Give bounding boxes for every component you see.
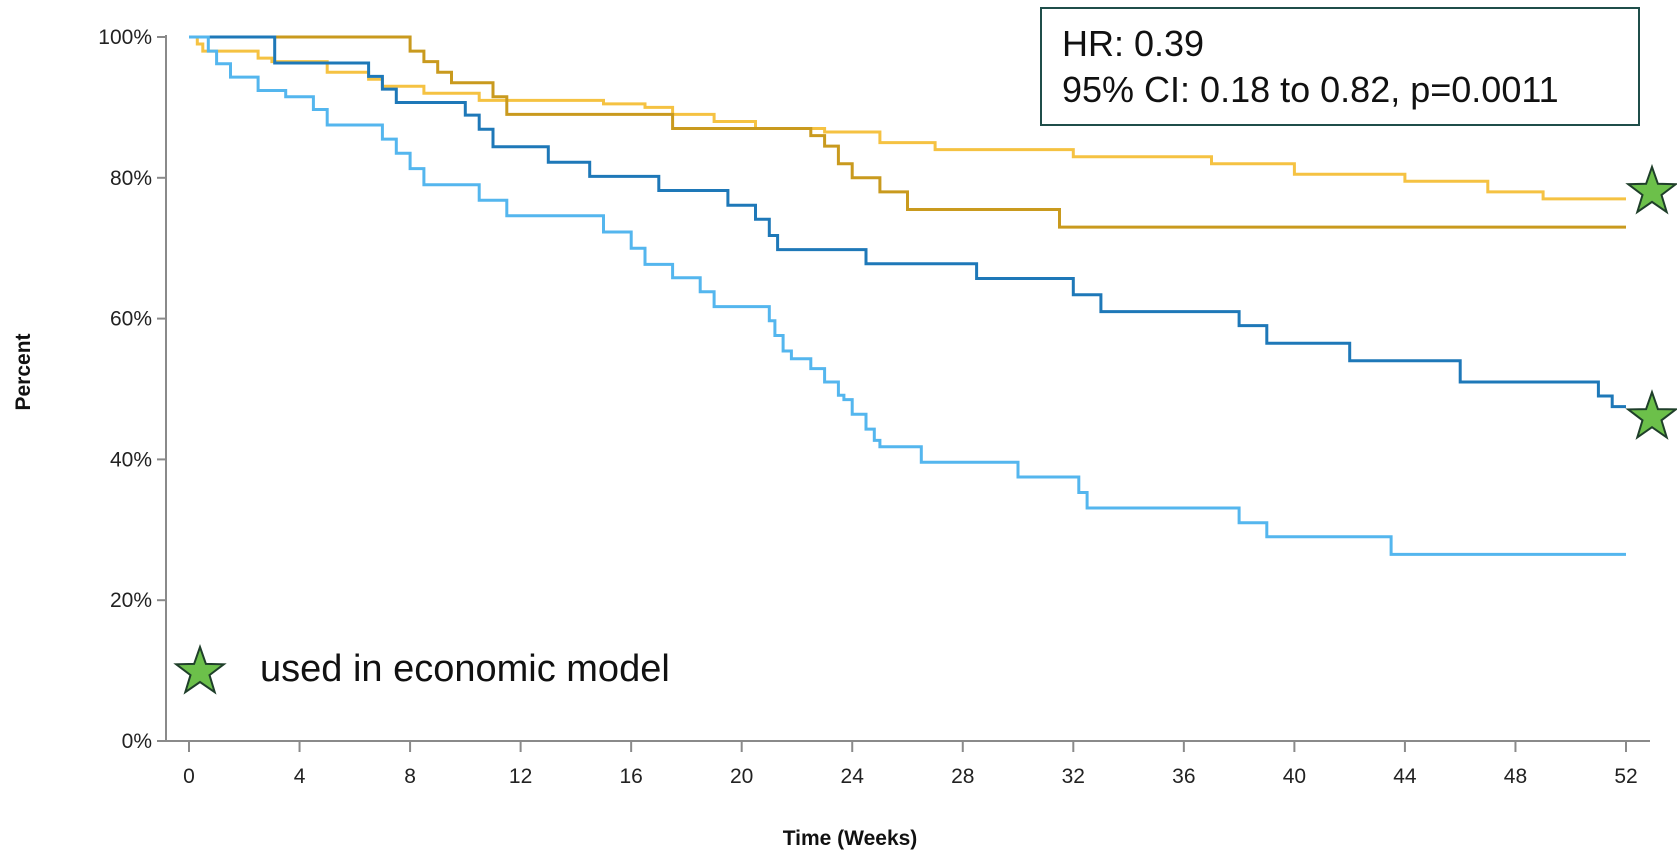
x-tick-label: 48 [1504, 765, 1527, 788]
y-axis: 0% 20% 40% 60% 80% 100% [98, 26, 167, 753]
survival-curve-1 [189, 35, 1626, 201]
y-tick-label: 60% [110, 308, 152, 331]
survival-curve-4 [189, 35, 1626, 556]
legend-star-shape [173, 643, 227, 695]
survival-curve-3 [189, 35, 1626, 409]
x-tick-label: 12 [509, 765, 532, 788]
series-layer [189, 35, 1626, 556]
y-tick-label: 0% [122, 730, 152, 753]
star-marker-icon [1625, 389, 1677, 440]
x-tick-label: 36 [1172, 765, 1195, 788]
x-tick-label: 28 [951, 765, 974, 788]
x-tick-label: 40 [1283, 765, 1306, 788]
confidence-interval-text: 95% CI: 0.18 to 0.82, p=0.0011 [1062, 69, 1559, 110]
survival-curve-2 [189, 35, 1626, 229]
star-marker-icon [1625, 163, 1677, 215]
x-tick-label: 44 [1393, 765, 1417, 788]
x-axis-title: Time (Weeks) [783, 827, 918, 850]
hazard-ratio-box: HR: 0.39 95% CI: 0.18 to 0.82, p=0.0011 [1040, 7, 1640, 126]
x-tick-label: 4 [294, 765, 306, 788]
y-tick-label: 80% [110, 167, 152, 190]
legend-star-icon [173, 643, 227, 695]
x-tick-label: 20 [730, 765, 753, 788]
x-tick-label: 32 [1062, 765, 1085, 788]
x-tick-label: 0 [183, 765, 195, 788]
marker-layer [1625, 163, 1677, 440]
x-tick-label: 52 [1614, 765, 1637, 788]
x-tick-label: 24 [841, 765, 865, 788]
y-tick-label: 100% [98, 26, 152, 49]
y-axis-title: Percent [12, 333, 35, 410]
x-axis: 0 4 8 12 16 20 24 28 32 36 40 44 48 52 [166, 740, 1650, 788]
hazard-ratio-text: HR: 0.39 [1062, 23, 1205, 64]
legend-label: used in economic model [260, 648, 670, 690]
y-tick-label: 40% [110, 448, 152, 471]
x-tick-label: 8 [404, 765, 416, 788]
y-tick-label: 20% [110, 589, 152, 612]
x-tick-label: 16 [619, 765, 642, 788]
